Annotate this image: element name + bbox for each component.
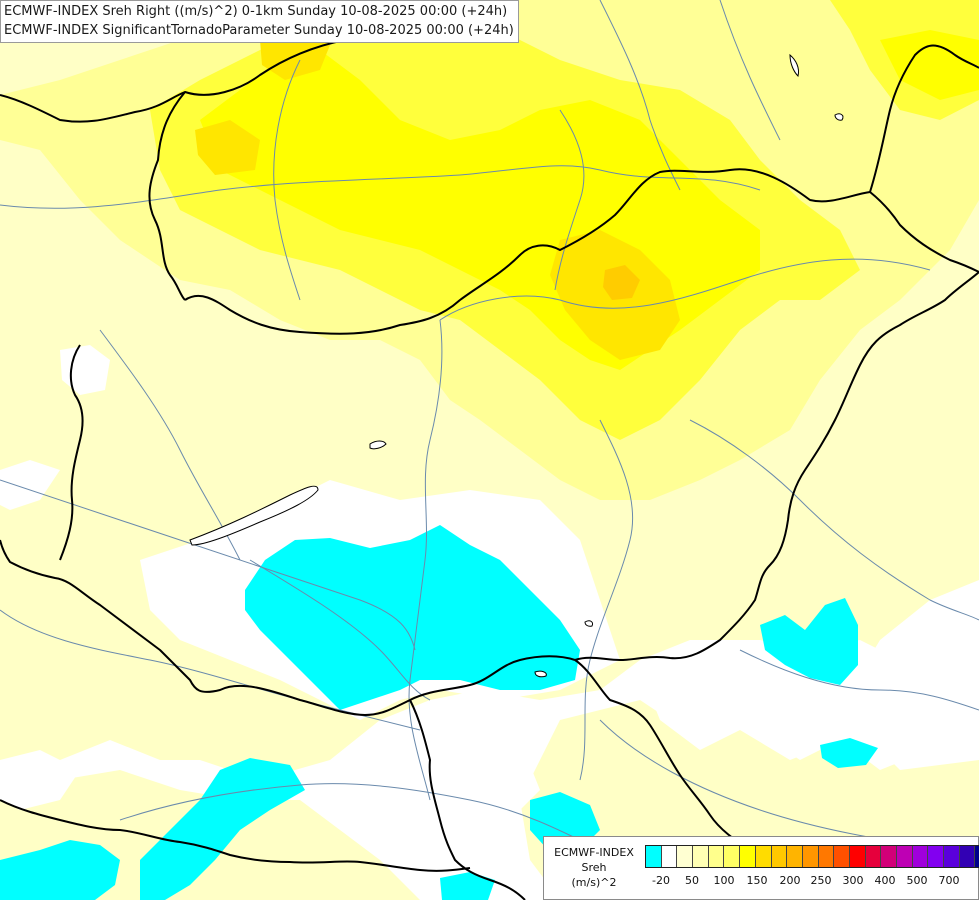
legend-swatch (834, 846, 850, 867)
legend-tick-label: 100 (713, 874, 735, 887)
sreh-field-cyan-southeast (820, 738, 878, 768)
map-title-line-2: ECMWF-INDEX SignificantTornadoParameter … (4, 23, 514, 38)
legend-swatch (740, 846, 756, 867)
map-title-line-1: ECMWF-INDEX Sreh Right ((m/s)^2) 0-1km S… (4, 4, 508, 19)
legend-tick-label: 150 (746, 874, 768, 887)
legend-swatch (865, 846, 882, 867)
legend-tick-label: 500 (906, 874, 928, 887)
lakes (189, 53, 844, 678)
legend-swatch (802, 846, 819, 867)
legend-swatch (849, 846, 866, 867)
sreh-field-cyan-south (530, 792, 600, 850)
legend-title: ECMWF-INDEX (554, 846, 634, 859)
sreh-field-white-east (640, 640, 979, 770)
legend-swatch (661, 846, 678, 867)
legend-swatch (693, 846, 709, 867)
sreh-field-white-west (0, 460, 60, 510)
legend-swatch (708, 846, 725, 867)
legend-tick-label: 700 (938, 874, 960, 887)
legend-swatch (818, 846, 835, 867)
legend-swatch (677, 846, 694, 867)
legend-unit: (m/s)^2 (571, 876, 617, 889)
sreh-field-white-southwest (0, 750, 80, 810)
legend-swatch (881, 846, 897, 867)
legend-swatch (944, 846, 960, 867)
legend-tick-label: 300 (842, 874, 864, 887)
sreh-field-cyan-bottom (440, 872, 495, 900)
legend-swatch (959, 846, 976, 867)
legend-tick-label: -20 (652, 874, 670, 887)
legend-tick-label: 400 (874, 874, 896, 887)
legend-swatch (975, 846, 979, 867)
legend-color-scale (645, 845, 979, 868)
legend-swatch (755, 846, 772, 867)
map-title-box: ECMWF-INDEX Sreh Right ((m/s)^2) 0-1km S… (0, 0, 519, 43)
legend-swatch (771, 846, 788, 867)
legend-tick-label: 200 (779, 874, 801, 887)
legend-swatch (928, 846, 945, 867)
legend-swatch (897, 846, 913, 867)
sreh-field-white-northwest (60, 345, 110, 395)
legend-swatch (646, 846, 662, 867)
legend-tick-label: 50 (685, 874, 699, 887)
sreh-field-cyan-southwest (140, 758, 305, 900)
legend-swatch (912, 846, 929, 867)
sreh-field-orange (603, 265, 640, 300)
color-legend: ECMWF-INDEX Sreh (m/s)^2 -20 50 100 150 200 2… (543, 836, 979, 900)
legend-swatch (724, 846, 741, 867)
legend-variable: Sreh (581, 861, 607, 874)
sreh-field-gold-west (195, 120, 260, 175)
sreh-field-bright-yellow-east (880, 30, 979, 100)
sreh-field-cyan-east (760, 598, 858, 685)
sreh-field-cyan-bottom-left (0, 840, 120, 900)
sreh-field-cyan-main (245, 525, 580, 710)
legend-tick-label: 250 (810, 874, 832, 887)
legend-swatch (787, 846, 803, 867)
